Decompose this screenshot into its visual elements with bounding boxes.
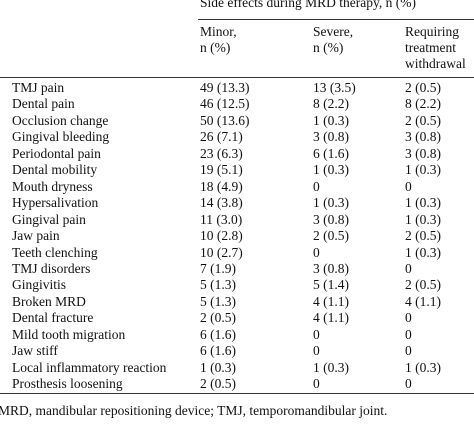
row-label: Broken MRD xyxy=(12,293,86,309)
group-header: Side effects during MRD therapy, n (%) xyxy=(200,0,416,10)
cell: 0 xyxy=(405,178,412,194)
cell: 13 (3.5) xyxy=(313,80,356,95)
row-label: Jaw stiff xyxy=(12,343,58,359)
row-label: Dental mobility xyxy=(12,162,98,178)
row-label: Occlusion change xyxy=(12,112,109,128)
cell: 49 (13.3) xyxy=(200,80,250,95)
column-header: treatment xyxy=(405,40,456,55)
cell: 2 (0.5) xyxy=(405,228,441,244)
cell: 26 (7.1) xyxy=(200,129,243,145)
header-rule xyxy=(0,77,474,78)
cell: 10 (2.8) xyxy=(200,228,243,244)
cell: 3 (0.8) xyxy=(313,260,349,276)
cell: 3 (0.8) xyxy=(313,211,349,227)
cell: 1 (0.3) xyxy=(405,211,441,227)
cell: 5 (1.4) xyxy=(313,277,349,293)
cell: 0 xyxy=(405,310,412,326)
cell: 6 (1.6) xyxy=(200,343,236,359)
cell: 1 (0.3) xyxy=(313,359,349,375)
cell: 5 (1.3) xyxy=(200,277,236,293)
cell: 0 xyxy=(405,343,412,359)
cell: 11 (3.0) xyxy=(200,211,243,227)
row-label: Periodontal pain xyxy=(12,145,101,161)
column-header: Requiring xyxy=(405,24,459,39)
cell: 46 (12.5) xyxy=(200,96,250,112)
cell: 6 (1.6) xyxy=(313,145,349,161)
cell: 1 (0.3) xyxy=(313,195,349,211)
row-label: Dental fracture xyxy=(12,310,94,326)
cell: 14 (3.8) xyxy=(200,195,243,211)
cell: 2 (0.5) xyxy=(405,80,441,95)
group-rule xyxy=(198,19,474,20)
row-label: Prosthesis loosening xyxy=(12,376,123,392)
row-label: Hypersalivation xyxy=(12,195,99,211)
footnote: MRD, mandibular repositioning device; TM… xyxy=(0,403,388,418)
column-header: withdrawal xyxy=(405,56,466,71)
column-header: Minor, xyxy=(200,24,237,39)
row-label: TMJ disorders xyxy=(12,260,91,276)
row-label: Mild tooth migration xyxy=(12,326,126,342)
cell: 4 (1.1) xyxy=(405,293,441,309)
cell: 18 (4.9) xyxy=(200,178,243,194)
row-label: Teeth clenching xyxy=(12,244,98,260)
row-label: Dental pain xyxy=(12,96,75,112)
cell: 19 (5.1) xyxy=(200,162,243,178)
cell: 1 (0.3) xyxy=(313,112,349,128)
bottom-rule xyxy=(0,393,474,394)
cell: 1 (0.3) xyxy=(313,162,349,178)
cell: 0 xyxy=(313,326,320,342)
cell: 6 (1.6) xyxy=(200,326,236,342)
cell: 2 (0.5) xyxy=(200,376,236,392)
cell: 0 xyxy=(405,260,412,276)
cell: 3 (0.8) xyxy=(405,129,441,145)
column-header: n (%) xyxy=(200,40,231,55)
cell: 1 (0.3) xyxy=(405,244,441,260)
cell: 3 (0.8) xyxy=(313,129,349,145)
cell: 0 xyxy=(313,178,320,194)
cell: 1 (0.3) xyxy=(200,359,236,375)
cell: 0 xyxy=(405,326,412,342)
cell: 4 (1.1) xyxy=(313,310,349,326)
cell: 2 (0.5) xyxy=(405,112,441,128)
row-label: Local inflammatory reaction xyxy=(12,359,167,375)
cell: 3 (0.8) xyxy=(405,145,441,161)
cell: 1 (0.3) xyxy=(405,162,441,178)
cell: 0 xyxy=(313,376,320,392)
row-label: Gingival pain xyxy=(12,211,86,227)
column-header: n (%) xyxy=(313,40,344,55)
row-label: Gingival bleeding xyxy=(12,129,110,145)
cell: 2 (0.5) xyxy=(313,228,349,244)
row-label: TMJ pain xyxy=(12,80,65,95)
cell: 1 (0.3) xyxy=(405,359,441,375)
column-header: Severe, xyxy=(313,24,354,39)
row-label: Jaw pain xyxy=(12,228,60,244)
cell: 0 xyxy=(313,343,320,359)
cell: 0 xyxy=(313,244,320,260)
cell: 50 (13.6) xyxy=(200,112,250,128)
cell: 1 (0.3) xyxy=(405,195,441,211)
cell: 0 xyxy=(405,376,412,392)
cell: 7 (1.9) xyxy=(200,260,236,276)
cell: 10 (2.7) xyxy=(200,244,243,260)
row-label: Gingivitis xyxy=(12,277,67,293)
cell: 2 (0.5) xyxy=(405,277,441,293)
cell: 5 (1.3) xyxy=(200,293,236,309)
cell: 8 (2.2) xyxy=(405,96,441,112)
cell: 23 (6.3) xyxy=(200,145,243,161)
cell: 2 (0.5) xyxy=(200,310,236,326)
cell: 8 (2.2) xyxy=(313,96,349,112)
row-label: Mouth dryness xyxy=(12,178,93,194)
cell: 4 (1.1) xyxy=(313,293,349,309)
